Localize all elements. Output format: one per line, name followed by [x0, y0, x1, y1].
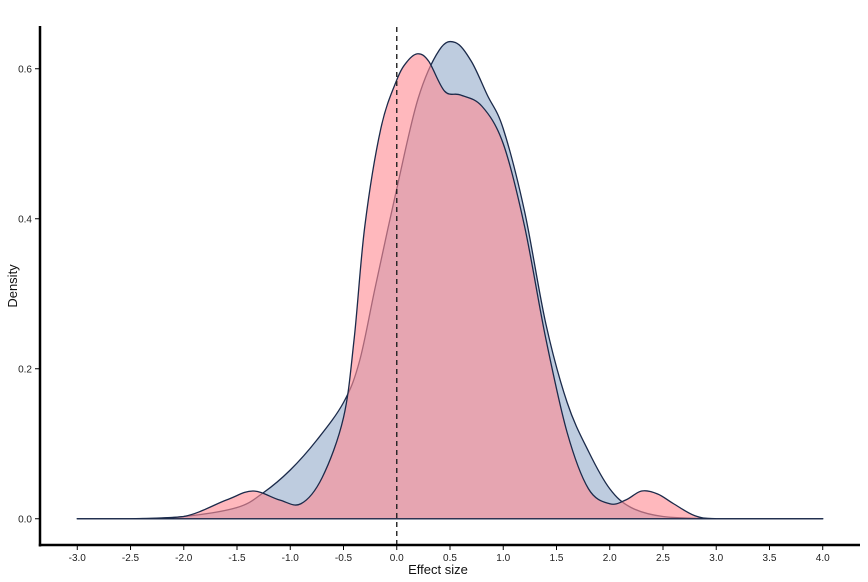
x-tick-label: 4.0	[816, 553, 830, 564]
x-tick-label: -2.5	[122, 553, 140, 564]
x-tick-label: 0.5	[443, 553, 457, 564]
axes	[38, 26, 860, 547]
x-tick-label: 3.0	[709, 553, 723, 564]
x-tick-label: 1.5	[550, 553, 564, 564]
x-tick-label: 1.0	[496, 553, 510, 564]
y-tick-label: 0.6	[18, 64, 32, 75]
x-tick-label: -1.5	[228, 553, 246, 564]
tick-marks	[35, 68, 824, 550]
y-axis-title: Density	[5, 264, 20, 308]
x-tick-label: 0.0	[390, 553, 404, 564]
y-tick-label: 0.0	[18, 514, 32, 525]
y-tick-label: 0.4	[18, 214, 32, 225]
x-tick-label: -3.0	[69, 553, 87, 564]
x-tick-label: -2.0	[175, 553, 193, 564]
x-axis-title: Effect size	[408, 562, 468, 577]
x-tick-label: 2.0	[603, 553, 617, 564]
y-tick-label: 0.2	[18, 364, 32, 375]
x-tick-label: 3.5	[763, 553, 777, 564]
x-tick-label: -0.5	[335, 553, 353, 564]
x-tick-label: -1.0	[282, 553, 300, 564]
density-series-2	[76, 53, 824, 520]
plot-area	[76, 27, 824, 545]
x-tick-label: 2.5	[656, 553, 670, 564]
